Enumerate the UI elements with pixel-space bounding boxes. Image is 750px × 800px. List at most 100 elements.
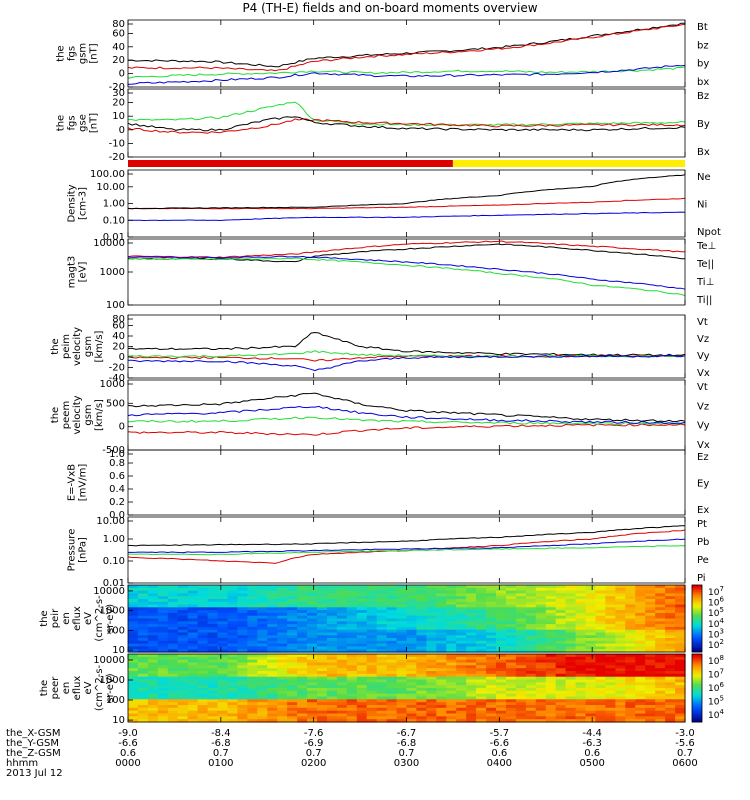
spectrogram-cell <box>446 649 457 653</box>
spectrogram-cell <box>486 610 497 614</box>
series-line-Bx <box>127 116 686 132</box>
spectrogram-cell <box>207 615 219 620</box>
spectrogram-cell <box>297 716 308 720</box>
y-tick-label: 0.01 <box>103 578 125 589</box>
spectrogram-cell <box>267 640 278 645</box>
spectrogram-cell <box>167 640 179 645</box>
spectrogram-cell <box>486 599 497 603</box>
spectrogram-cell <box>635 662 646 666</box>
spectrogram-cell <box>376 590 388 594</box>
spectrogram-cell <box>635 705 646 709</box>
spectrogram-cell <box>157 615 169 620</box>
spectrogram-cell <box>565 632 577 636</box>
spectrogram-cell <box>675 629 686 634</box>
spectrogram-cell <box>406 673 417 678</box>
y-tick-label: 0.4 <box>109 484 125 495</box>
spectrogram-cell <box>346 624 358 628</box>
spectrogram-cell <box>297 612 308 617</box>
legend-label: Ez <box>697 452 709 463</box>
spectrogram-cell <box>307 590 318 594</box>
spectrogram-cell <box>565 665 577 669</box>
spectrogram-cell <box>257 676 268 681</box>
spectrogram-cell <box>635 668 646 672</box>
spectrogram-cell <box>525 610 537 614</box>
spectrogram-cell <box>515 676 527 681</box>
spectrogram-cell <box>486 713 497 717</box>
spectrogram-cell <box>257 638 268 642</box>
spectrogram-cell <box>157 643 169 647</box>
spectrogram-cell <box>466 649 477 653</box>
spectrogram-cell <box>675 685 686 689</box>
spectrogram-cell <box>147 671 159 675</box>
spectrogram-cell <box>605 587 616 592</box>
spectrogram-cell <box>257 590 268 594</box>
spectrogram-cell <box>436 671 447 675</box>
spectrogram-cell <box>157 646 169 650</box>
spectrogram-cell <box>197 688 209 692</box>
spectrogram-cell <box>297 693 308 698</box>
spectrogram-cell <box>346 662 358 666</box>
spectrogram-cell <box>217 585 228 589</box>
spectrogram-cell <box>237 719 248 723</box>
spectrogram-cell <box>247 615 258 620</box>
spectrogram-cell <box>545 590 557 594</box>
spectrogram-cell <box>336 596 348 600</box>
spectrogram-cell <box>157 690 169 695</box>
spectrogram-cell <box>147 638 159 642</box>
spectrogram-cell <box>406 599 417 603</box>
spectrogram-cell <box>396 643 408 647</box>
spectrogram-cell <box>346 710 358 715</box>
spectrogram-cell <box>585 610 596 614</box>
spectrogram-cell <box>336 585 348 589</box>
spectrogram-cell <box>177 656 189 661</box>
spectrogram-cell <box>575 629 587 634</box>
spectrogram-cell <box>217 640 228 645</box>
spectrogram-cell <box>426 618 437 622</box>
y-tick-label: 0 <box>119 69 125 80</box>
spectrogram-cell <box>217 685 228 689</box>
y-tick-label: 1000 <box>100 379 125 390</box>
spectrogram-cell <box>167 590 179 594</box>
spectrogram-cell <box>177 596 189 600</box>
spectrogram-cell <box>486 656 497 661</box>
spectrogram-cell <box>376 702 388 706</box>
spectrogram-cell <box>535 626 547 631</box>
spectrogram-cell <box>247 654 258 658</box>
spectrogram-cell <box>366 685 378 689</box>
spectrogram-cell <box>237 590 248 594</box>
spectrogram-cell <box>326 618 338 622</box>
spectrogram-cell <box>466 610 477 614</box>
spectrogram-cell <box>277 710 288 715</box>
spectrogram-cell <box>635 615 646 620</box>
spectrogram-cell <box>366 643 378 647</box>
spectrogram-cell <box>177 685 189 689</box>
spectrogram-cell <box>506 654 517 658</box>
spectrogram-cell <box>227 629 238 634</box>
y-axis-label: E=-VxB[mV/m] <box>67 464 89 502</box>
spectrogram-cell <box>177 699 189 703</box>
spectrogram-cell <box>267 696 278 700</box>
spectrogram-cell <box>535 615 547 620</box>
spectrogram-cell <box>476 710 487 715</box>
spectrogram-cell <box>386 707 398 712</box>
spectrogram-cell <box>466 612 477 617</box>
spectrogram-cell <box>257 696 268 700</box>
spectrogram-cell <box>237 643 248 647</box>
spectrogram-cell <box>396 702 408 706</box>
spectrogram-cell <box>675 643 686 647</box>
spectrogram-cell <box>297 632 308 636</box>
spectrogram-cell <box>585 682 596 686</box>
spectrogram-cell <box>207 710 219 715</box>
spectrogram-cell <box>197 707 209 712</box>
spectrogram-cell <box>486 601 497 606</box>
spectrogram-cell <box>456 679 467 683</box>
spectrogram-cell <box>197 719 209 723</box>
spectrogram-cell <box>426 688 437 692</box>
series-line-Ti⊥ <box>127 255 686 290</box>
spectrogram-cell <box>406 646 417 650</box>
spectrogram-cell <box>615 643 626 647</box>
spectrogram-cell <box>137 654 149 658</box>
spectrogram-cell <box>515 671 527 675</box>
spectrogram-cell <box>366 612 378 617</box>
